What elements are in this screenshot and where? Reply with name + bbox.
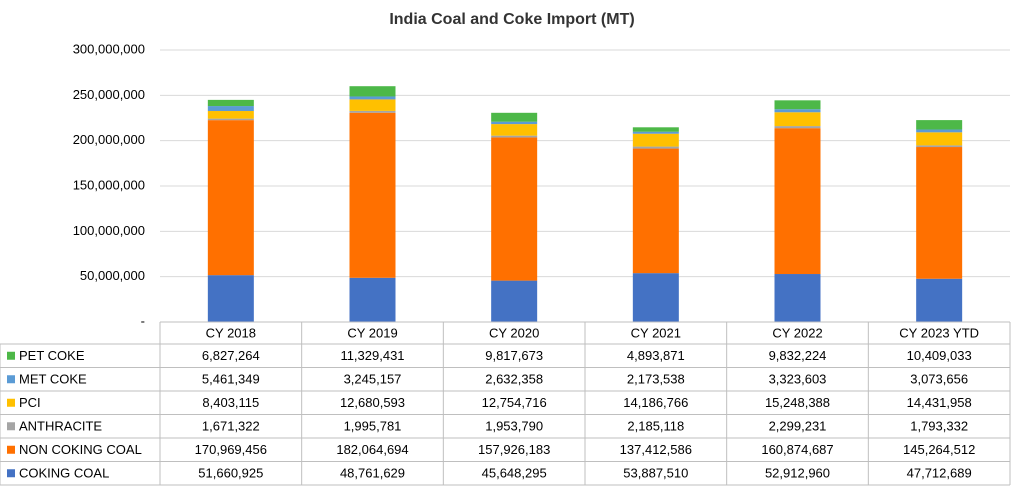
table-value: 45,648,295 [482,466,547,481]
table-value: 14,431,958 [907,395,972,410]
bar-segment [774,100,821,110]
bar-segment [632,127,679,132]
table-value: 137,412,586 [620,442,692,457]
x-tick-label: CY 2020 [489,325,539,340]
legend-label: PET COKE [19,348,85,363]
table-value: 145,264,512 [903,442,975,457]
bar-segment [916,147,963,279]
table-value: 2,299,231 [769,419,827,434]
table-value: 14,186,766 [623,395,688,410]
bar-segment [774,126,821,129]
bar-segment [632,148,679,274]
bar-segment [916,132,963,146]
bar-segment [349,86,396,97]
table-value: 10,409,033 [907,348,972,363]
bar-segment [916,120,963,130]
x-tick-label: CY 2021 [631,325,681,340]
table-value: 6,827,264 [202,348,260,363]
y-tick-label: - [141,313,145,328]
legend-key [7,351,15,360]
table-value: 1,953,790 [485,419,543,434]
bar-segment [349,112,396,278]
table-value: 2,185,118 [627,419,684,434]
bar-segment [916,278,963,322]
x-tick-label: CY 2022 [772,325,822,340]
table-value: 51,660,925 [198,466,263,481]
bar-segment [916,129,963,133]
bar-segment [207,118,254,121]
bar-segment [632,131,679,134]
bar-segment [491,124,538,136]
table-value: 157,926,183 [478,442,550,457]
y-tick-label: 250,000,000 [73,87,145,102]
table-value: 3,245,157 [344,372,402,387]
bar-segment [774,128,821,275]
table-value: 12,754,716 [482,395,547,410]
table-value: 9,832,224 [769,348,827,363]
bar-segment [491,137,538,281]
bar-segment [207,99,254,107]
legend-key [7,422,15,431]
table-value: 2,632,358 [485,372,543,387]
table-value: 48,761,629 [340,466,405,481]
table-value: 9,817,673 [485,348,543,363]
bar-segment [491,280,538,322]
table-value: 2,173,538 [627,372,685,387]
y-tick-label: 50,000,000 [80,268,145,283]
x-tick-label: CY 2019 [347,325,397,340]
y-tick-label: 200,000,000 [73,132,145,147]
table-value: 47,712,689 [907,466,972,481]
table-value: 1,995,781 [344,419,402,434]
bar-segment [491,112,538,122]
legend-label: ANTHRACITE [19,419,102,434]
legend-label: PCI [19,395,41,410]
x-tick-label: CY 2018 [206,325,256,340]
legend-key [7,445,15,454]
bar-segment [349,277,396,322]
table-value: 1,671,322 [202,419,260,434]
legend-label: COKING COAL [19,466,109,481]
table-value: 4,893,871 [627,348,685,363]
bar-segment [349,99,396,111]
table-value: 5,461,349 [202,372,260,387]
table-value: 53,887,510 [623,466,688,481]
bar-segment [207,106,254,112]
table-value: 170,969,456 [195,442,267,457]
table-value: 11,329,431 [340,348,404,363]
bar-segment [349,96,396,100]
bar-segment [491,135,538,138]
table-value: 1,793,332 [910,419,968,434]
bar-segment [207,120,254,276]
y-tick-label: 100,000,000 [73,223,145,238]
x-tick-label: CY 2023 YTD [899,325,979,340]
bar-segment [774,112,821,127]
bar-segment [207,275,254,322]
bar-segment [916,145,963,148]
legend-label: MET COKE [19,372,87,387]
table-value: 182,064,694 [336,442,408,457]
table-value: 3,073,656 [910,372,968,387]
bar-segment [774,274,821,322]
legend-key [7,375,15,384]
bar-segment [207,111,254,119]
bar-segment [632,133,679,147]
bar-segment [774,109,821,113]
y-tick-label: 150,000,000 [73,177,145,192]
table-value: 3,323,603 [769,372,827,387]
bar-segment [632,146,679,149]
table-value: 15,248,388 [765,395,830,410]
table-value: 52,912,960 [765,466,830,481]
y-tick-label: 300,000,000 [73,41,145,56]
bar-segment [632,273,679,322]
bar-segment [349,110,396,113]
chart-title: India Coal and Coke Import (MT) [389,11,634,28]
table-value: 160,874,687 [761,442,833,457]
table-value: 12,680,593 [340,395,405,410]
legend-label: NON COKING COAL [19,442,142,457]
table-value: 8,403,115 [202,395,259,410]
bar-segment [491,121,538,125]
legend-key [7,398,15,407]
legend-key [7,469,15,478]
